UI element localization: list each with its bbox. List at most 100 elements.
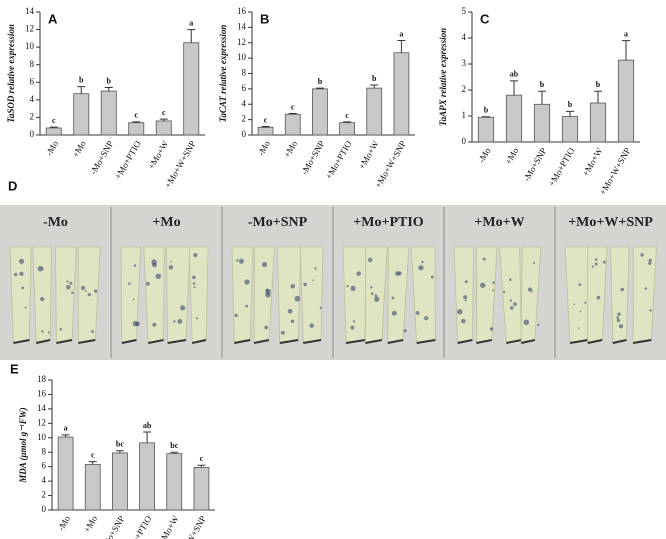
stain	[620, 287, 624, 292]
stain	[168, 265, 174, 270]
stain	[350, 285, 356, 291]
error-bar	[61, 434, 70, 438]
stain	[391, 296, 395, 300]
stain	[309, 323, 314, 328]
stain	[584, 301, 587, 304]
panel-label: E	[10, 361, 19, 376]
stain	[40, 296, 45, 302]
error-bar	[132, 121, 141, 123]
stain	[290, 319, 295, 324]
significance-letter: b	[79, 76, 84, 85]
group-label: +Mo	[152, 215, 180, 230]
stain	[180, 305, 186, 311]
leaf-edge	[78, 339, 96, 344]
panel-label: A	[48, 11, 58, 26]
y-tick-label: 6	[242, 83, 247, 93]
stain	[37, 265, 44, 272]
y-tick-label: 8	[30, 59, 35, 69]
bar	[284, 113, 301, 136]
leaf	[277, 246, 302, 344]
stain	[87, 292, 91, 297]
x-tick-label: +Mo+W	[357, 139, 381, 171]
bar	[84, 464, 101, 511]
stain	[192, 282, 196, 285]
stain	[193, 286, 196, 289]
x-tick-label: -Mo	[476, 146, 493, 165]
stain	[480, 282, 486, 288]
y-axis-label: TaAPX relative expression	[438, 28, 448, 126]
bar	[617, 59, 635, 143]
leaf-edge	[279, 339, 299, 344]
stain	[133, 264, 137, 267]
x-tick-label: +Mo	[82, 514, 100, 535]
stain	[509, 306, 514, 310]
bar	[45, 127, 62, 136]
stain	[193, 253, 198, 258]
error-bar	[482, 116, 490, 118]
stain	[397, 271, 402, 276]
stain	[350, 325, 355, 330]
y-tick-label: 3	[462, 58, 467, 68]
leaf-edge	[632, 339, 652, 344]
x-tick-label: +Mo+PTIO	[124, 514, 154, 539]
photo: -Mo +Mo -Mo+SNP +Mo+PTIO +Mo+W +Mo+W+SNP	[9, 207, 657, 358]
leaf	[342, 246, 368, 344]
stain	[245, 304, 248, 308]
y-tick-label: 2	[30, 111, 35, 121]
stain	[132, 298, 135, 301]
y-tick-label: 8	[242, 68, 247, 78]
x-tick-label: -Mo	[56, 514, 73, 533]
stain	[319, 306, 322, 309]
x-tick-label: -Mo+SNP	[99, 514, 126, 539]
stain	[648, 258, 652, 262]
error-bar	[397, 39, 406, 53]
stain	[303, 282, 307, 287]
stain	[391, 310, 397, 316]
y-tick-label: 6	[30, 76, 35, 86]
x-tick-label: +Mo+W	[146, 139, 170, 171]
stain	[492, 289, 495, 292]
stain	[346, 284, 349, 288]
y-tick-label: 14	[37, 403, 47, 413]
stain	[91, 329, 94, 333]
y-tick-label: 2	[462, 84, 467, 94]
stain	[356, 271, 361, 276]
significance-letter: c	[345, 111, 349, 120]
stain	[69, 281, 73, 285]
y-tick-label: 10	[237, 52, 247, 62]
significance-letter: c	[291, 102, 295, 111]
x-tick-label: -Mo+SNP	[299, 139, 326, 176]
error-bar	[594, 90, 602, 103]
leaf-edge	[191, 339, 207, 344]
bar	[139, 442, 155, 511]
stain	[482, 257, 486, 261]
y-tick-label: 6	[42, 461, 47, 471]
bar	[312, 88, 328, 136]
leaf-edge	[476, 339, 492, 344]
significance-letter: a	[399, 29, 403, 38]
bar	[128, 122, 145, 136]
y-axis-label: TaSOD relative expression	[6, 24, 16, 123]
error-bar	[143, 431, 152, 443]
stain	[290, 284, 296, 289]
y-tick-label: 1	[462, 110, 467, 120]
error-bar	[49, 126, 58, 128]
x-tick-label: -Mo	[256, 139, 273, 158]
stain	[423, 315, 429, 321]
leaf-edge	[121, 339, 137, 344]
y-tick-label: 10	[37, 432, 47, 442]
stain	[19, 258, 25, 264]
error-bar	[566, 110, 574, 117]
stain	[509, 299, 513, 302]
stain	[135, 321, 140, 327]
group-label: +Mo+W	[474, 215, 524, 230]
panel-label: D	[8, 178, 17, 193]
stain	[238, 258, 244, 264]
error-bar	[288, 112, 297, 115]
significance-letter: b	[318, 77, 323, 86]
x-tick-label: +Mo+PTIO	[324, 139, 354, 181]
bar	[339, 122, 355, 136]
significance-letter: c	[264, 115, 268, 124]
bar	[393, 52, 410, 136]
